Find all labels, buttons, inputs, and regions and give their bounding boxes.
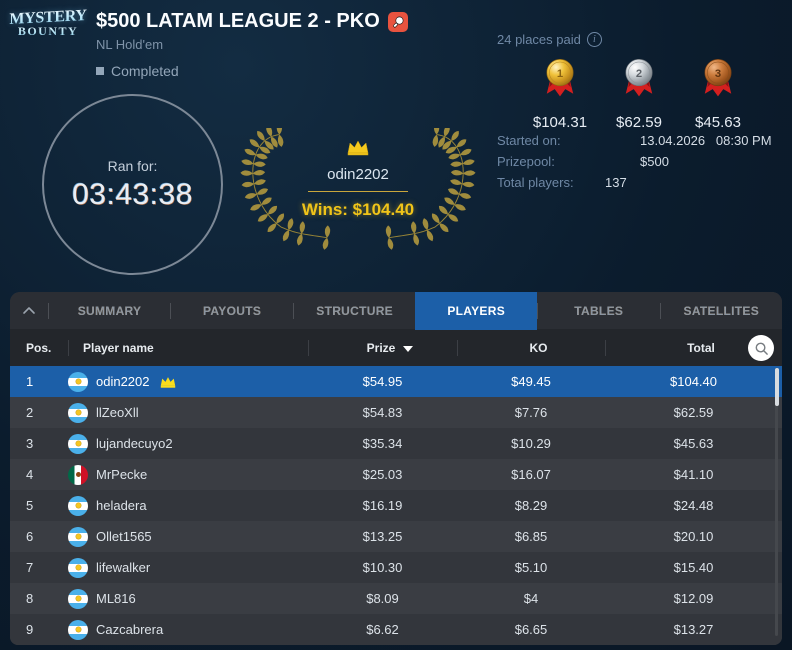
svg-text:2: 2: [636, 68, 642, 80]
svg-text:1: 1: [557, 68, 563, 80]
svg-text:3: 3: [715, 68, 721, 80]
